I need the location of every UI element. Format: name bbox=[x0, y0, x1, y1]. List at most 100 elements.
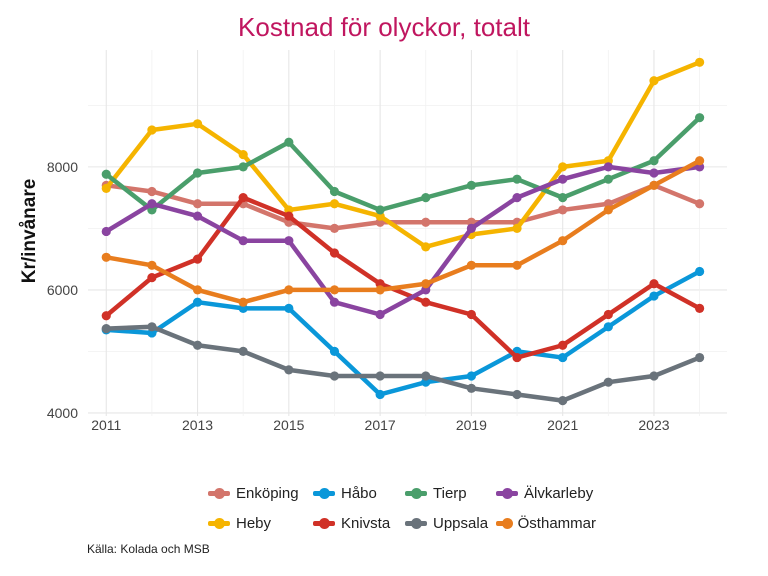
x-tick-label: 2013 bbox=[182, 417, 213, 433]
legend-label: Håbo bbox=[341, 484, 377, 502]
series-Älvkarleby bbox=[101, 162, 705, 320]
series-line bbox=[104, 324, 702, 403]
legend-key bbox=[405, 513, 427, 533]
data-point bbox=[238, 297, 248, 307]
data-point bbox=[329, 248, 340, 258]
legend-item: Älvkarleby bbox=[496, 483, 596, 503]
data-point bbox=[238, 193, 248, 203]
legend-key bbox=[496, 483, 518, 503]
x-tick-label: 2017 bbox=[365, 417, 396, 433]
legend-key bbox=[313, 513, 335, 533]
data-point bbox=[101, 324, 111, 334]
series-Heby bbox=[101, 57, 705, 252]
data-point bbox=[695, 303, 705, 313]
data-point bbox=[238, 162, 248, 172]
data-point bbox=[695, 156, 705, 166]
data-point bbox=[147, 186, 157, 197]
data-point bbox=[603, 377, 613, 387]
data-point bbox=[466, 383, 476, 393]
x-tick-label: 2021 bbox=[547, 417, 578, 433]
series-line bbox=[104, 195, 702, 360]
data-point bbox=[649, 168, 659, 178]
data-point bbox=[649, 371, 659, 381]
data-point bbox=[466, 371, 476, 381]
data-point bbox=[466, 309, 476, 320]
data-point bbox=[284, 285, 294, 295]
legend-item: Heby bbox=[208, 513, 313, 533]
data-point bbox=[284, 365, 294, 375]
x-tick-label: 2011 bbox=[91, 417, 121, 433]
data-point bbox=[375, 371, 385, 381]
series-lines bbox=[101, 57, 705, 406]
data-point bbox=[238, 149, 248, 160]
legend-key bbox=[405, 483, 427, 503]
legend-item: Knivsta bbox=[313, 513, 405, 533]
series-line bbox=[104, 158, 702, 305]
legend-label: Uppsala bbox=[433, 514, 489, 532]
data-point bbox=[695, 266, 705, 277]
data-point bbox=[192, 199, 203, 209]
data-point bbox=[695, 199, 705, 209]
data-point bbox=[558, 193, 568, 203]
data-point bbox=[101, 252, 111, 262]
data-point bbox=[192, 168, 203, 178]
legend-label: Tierp bbox=[433, 484, 467, 502]
series-line bbox=[104, 269, 702, 397]
data-point bbox=[192, 254, 203, 264]
y-tick-label: 8000 bbox=[47, 159, 78, 175]
data-point bbox=[695, 57, 705, 67]
data-point bbox=[695, 113, 705, 123]
data-point bbox=[421, 297, 431, 307]
data-point bbox=[603, 309, 613, 320]
data-point bbox=[147, 125, 157, 135]
data-point bbox=[238, 236, 248, 246]
legend-key bbox=[208, 513, 230, 533]
data-point bbox=[649, 291, 659, 301]
data-point bbox=[558, 236, 568, 246]
legend-label: Heby bbox=[236, 514, 272, 532]
data-point bbox=[421, 242, 431, 252]
data-point bbox=[329, 199, 340, 209]
source-note: Källa: Kolada och MSB bbox=[87, 542, 210, 556]
data-point bbox=[192, 340, 203, 350]
series-Knivsta bbox=[101, 193, 705, 363]
data-point bbox=[649, 156, 659, 166]
legend-key bbox=[313, 483, 335, 503]
x-tick-label: 2019 bbox=[456, 417, 487, 433]
data-point bbox=[329, 186, 340, 197]
legend-label: Älvkarleby bbox=[524, 484, 594, 502]
data-point bbox=[603, 322, 613, 332]
data-point bbox=[558, 396, 568, 406]
data-point bbox=[558, 162, 568, 172]
legend-item: Östhammar bbox=[496, 513, 596, 533]
legend: Enköping Håbo Tierp Älvkarleby Heby Knivsta U… bbox=[208, 478, 628, 538]
data-point bbox=[192, 211, 203, 221]
data-point bbox=[101, 183, 111, 194]
data-point bbox=[101, 169, 111, 179]
data-point bbox=[192, 119, 203, 129]
axes: 4000 6000 8000 2011 2013 2015 2017 2019 2021 2023 bbox=[47, 159, 670, 433]
data-point bbox=[284, 211, 294, 221]
data-point bbox=[558, 205, 568, 215]
data-point bbox=[147, 260, 157, 270]
series-line bbox=[104, 183, 702, 231]
data-point bbox=[512, 223, 522, 233]
data-point bbox=[649, 180, 659, 190]
legend-label: Enköping bbox=[236, 484, 299, 502]
data-point bbox=[375, 309, 385, 320]
data-point bbox=[421, 279, 431, 289]
series-Uppsala bbox=[101, 322, 705, 406]
data-point bbox=[558, 352, 568, 363]
y-tick-label: 4000 bbox=[47, 405, 78, 421]
data-point bbox=[512, 260, 522, 270]
y-tick-label: 6000 bbox=[47, 282, 78, 298]
data-point bbox=[558, 174, 568, 184]
data-point bbox=[375, 205, 385, 215]
data-point bbox=[238, 346, 248, 357]
series-line bbox=[104, 60, 702, 250]
data-point bbox=[421, 371, 431, 381]
data-point bbox=[147, 199, 157, 209]
x-tick-label: 2023 bbox=[638, 417, 669, 433]
data-point bbox=[147, 322, 157, 332]
